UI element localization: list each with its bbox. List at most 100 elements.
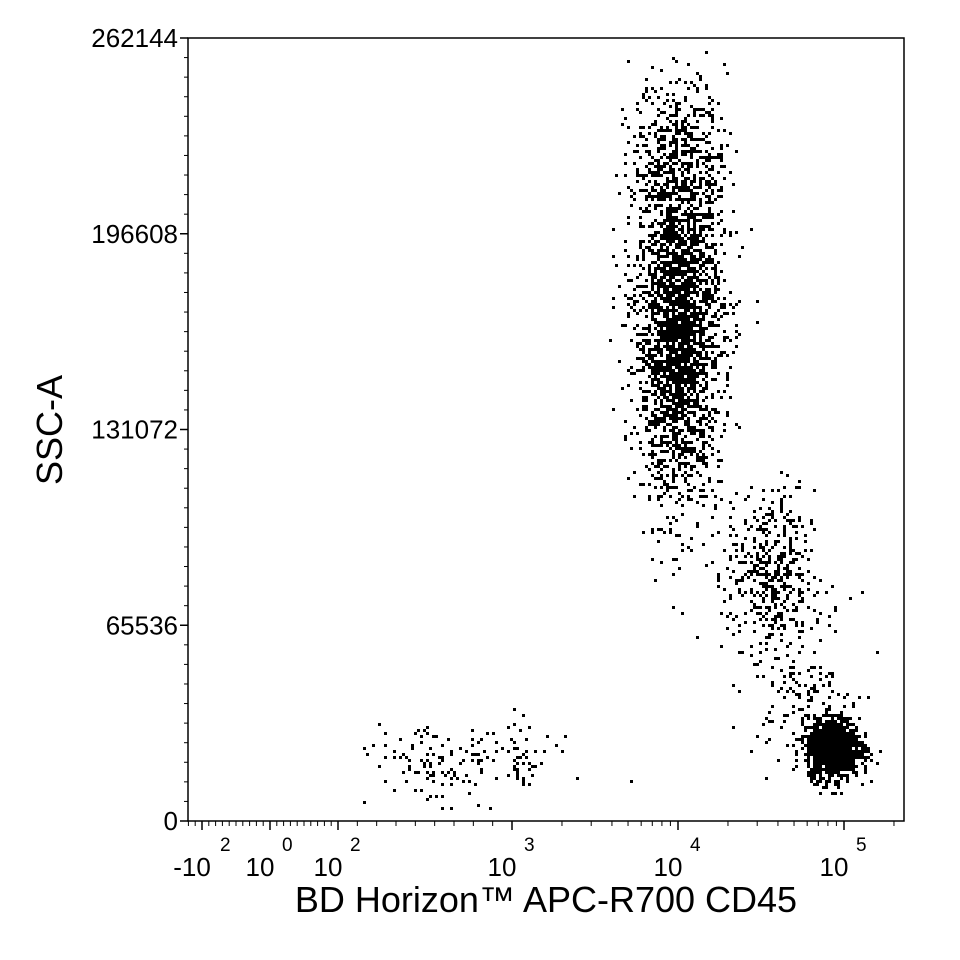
event-point (681, 333, 684, 336)
event-point (831, 792, 834, 795)
event-point (753, 567, 756, 570)
event-point (720, 144, 723, 147)
event-point (666, 444, 669, 447)
event-point (576, 777, 579, 780)
event-point (753, 510, 756, 513)
event-point (693, 357, 696, 360)
event-point (645, 195, 648, 198)
event-point (687, 330, 690, 333)
event-point (762, 600, 765, 603)
event-point (675, 360, 678, 363)
event-point (675, 210, 678, 213)
event-point (684, 99, 687, 102)
event-point (654, 348, 657, 351)
event-point (678, 279, 681, 282)
event-point (672, 348, 675, 351)
event-point (702, 213, 705, 216)
event-point (471, 753, 474, 756)
event-point (696, 192, 699, 195)
event-point (825, 729, 828, 732)
event-point (717, 576, 720, 579)
event-point (681, 339, 684, 342)
event-point (738, 588, 741, 591)
event-point (651, 558, 654, 561)
event-point (462, 759, 465, 762)
event-point (471, 729, 474, 732)
event-point (849, 747, 852, 750)
event-point (663, 243, 666, 246)
event-point (630, 372, 633, 375)
event-point (687, 372, 690, 375)
event-point (843, 726, 846, 729)
event-point (642, 297, 645, 300)
event-point (708, 183, 711, 186)
event-point (672, 258, 675, 261)
event-point (834, 732, 837, 735)
event-point (678, 297, 681, 300)
event-point (657, 114, 660, 117)
event-point (684, 213, 687, 216)
event-point (690, 153, 693, 156)
event-point (654, 426, 657, 429)
event-point (774, 540, 777, 543)
event-point (693, 219, 696, 222)
event-point (666, 183, 669, 186)
event-point (723, 297, 726, 300)
event-point (834, 735, 837, 738)
event-point (708, 156, 711, 159)
event-point (810, 777, 813, 780)
event-point (684, 420, 687, 423)
event-point (681, 453, 684, 456)
event-point (657, 312, 660, 315)
event-point (693, 432, 696, 435)
event-point (663, 387, 666, 390)
event-point (813, 651, 816, 654)
event-point (696, 87, 699, 90)
event-point (711, 300, 714, 303)
event-point (429, 747, 432, 750)
event-point (654, 207, 657, 210)
event-point (732, 210, 735, 213)
event-point (687, 351, 690, 354)
event-point (672, 399, 675, 402)
event-point (690, 135, 693, 138)
event-point (783, 495, 786, 498)
event-point (663, 420, 666, 423)
event-point (693, 111, 696, 114)
event-point (672, 435, 675, 438)
event-point (663, 192, 666, 195)
event-point (684, 252, 687, 255)
event-point (837, 759, 840, 762)
event-point (666, 483, 669, 486)
event-point (651, 378, 654, 381)
event-point (681, 138, 684, 141)
event-point (780, 501, 783, 504)
event-point (705, 291, 708, 294)
event-point (660, 192, 663, 195)
event-point (681, 402, 684, 405)
event-point (834, 723, 837, 726)
event-point (705, 441, 708, 444)
event-point (813, 759, 816, 762)
event-point (711, 147, 714, 150)
event-point (690, 150, 693, 153)
event-point (714, 324, 717, 327)
event-point (687, 231, 690, 234)
event-point (621, 324, 624, 327)
event-point (696, 438, 699, 441)
event-point (699, 372, 702, 375)
event-point (714, 180, 717, 183)
event-point (474, 783, 477, 786)
event-point (867, 750, 870, 753)
event-point (423, 765, 426, 768)
event-point (717, 189, 720, 192)
event-point (753, 621, 756, 624)
event-point (666, 465, 669, 468)
event-point (678, 243, 681, 246)
event-point (684, 126, 687, 129)
event-point (846, 768, 849, 771)
event-point (645, 210, 648, 213)
event-point (696, 360, 699, 363)
event-point (714, 183, 717, 186)
event-point (669, 294, 672, 297)
